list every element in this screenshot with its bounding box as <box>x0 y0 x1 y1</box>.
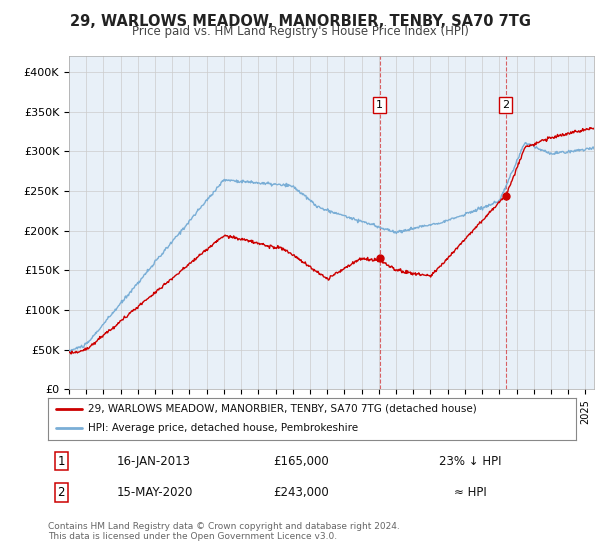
Text: 16-JAN-2013: 16-JAN-2013 <box>116 455 191 468</box>
Text: 29, WARLOWS MEADOW, MANORBIER, TENBY, SA70 7TG: 29, WARLOWS MEADOW, MANORBIER, TENBY, SA… <box>70 14 530 29</box>
Text: 1: 1 <box>58 455 65 468</box>
Text: 23% ↓ HPI: 23% ↓ HPI <box>439 455 502 468</box>
Text: ≈ HPI: ≈ HPI <box>454 486 487 499</box>
Text: 2: 2 <box>502 100 509 110</box>
Text: Contains HM Land Registry data © Crown copyright and database right 2024.
This d: Contains HM Land Registry data © Crown c… <box>48 522 400 542</box>
Text: £243,000: £243,000 <box>274 486 329 499</box>
Text: 1: 1 <box>376 100 383 110</box>
Text: HPI: Average price, detached house, Pembrokeshire: HPI: Average price, detached house, Pemb… <box>88 423 358 433</box>
Text: 15-MAY-2020: 15-MAY-2020 <box>116 486 193 499</box>
Text: £165,000: £165,000 <box>274 455 329 468</box>
Text: 29, WARLOWS MEADOW, MANORBIER, TENBY, SA70 7TG (detached house): 29, WARLOWS MEADOW, MANORBIER, TENBY, SA… <box>88 404 476 414</box>
Text: Price paid vs. HM Land Registry's House Price Index (HPI): Price paid vs. HM Land Registry's House … <box>131 25 469 38</box>
Text: 2: 2 <box>58 486 65 499</box>
